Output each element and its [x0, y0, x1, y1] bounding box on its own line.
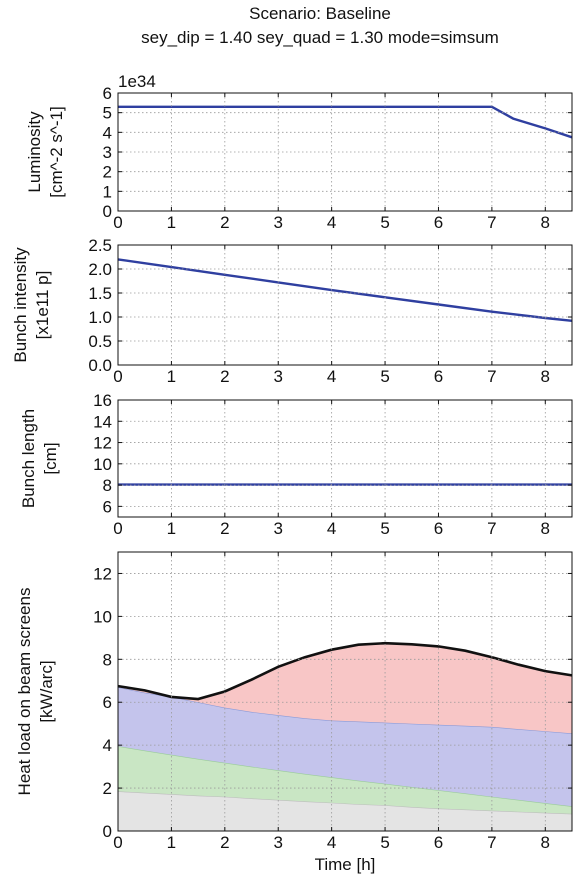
y-offset-text: 1e34 — [118, 72, 156, 91]
y-tick-label: 0 — [103, 822, 112, 841]
y-tick-label: 8 — [103, 650, 112, 669]
x-tick-label: 6 — [434, 519, 443, 538]
x-tick-label: 8 — [541, 213, 550, 232]
y-axis-label: Luminosity — [25, 111, 44, 193]
plot-frame — [117, 399, 573, 518]
x-tick-label: 3 — [274, 833, 283, 852]
x-tick-label: 6 — [434, 213, 443, 232]
area-band-green — [118, 746, 572, 814]
x-tick-label: 4 — [327, 833, 336, 852]
x-tick-label: 8 — [541, 519, 550, 538]
y-axis-label: Bunch length — [19, 409, 38, 508]
x-tick-label: 3 — [274, 213, 283, 232]
total-heat-load-line — [117, 641, 573, 701]
x-tick-label: 0 — [113, 833, 122, 852]
area-band-red — [118, 643, 572, 734]
x-tick-label: 1 — [167, 367, 176, 386]
y-tick-label: 5 — [103, 104, 112, 123]
figure-title-line2: sey_dip = 1.40 sey_quad = 1.30 mode=sims… — [141, 28, 499, 47]
y-tick-label: 0.0 — [88, 356, 112, 375]
x-tick-label: 4 — [327, 213, 336, 232]
x-tick-label: 2 — [220, 519, 229, 538]
y-tick-label: 2 — [103, 779, 112, 798]
x-tick-label: 1 — [167, 213, 176, 232]
x-axis-label: Time [h] — [315, 855, 376, 874]
x-tick-label: 7 — [487, 833, 496, 852]
x-tick-label: 5 — [380, 213, 389, 232]
y-tick-label: 12 — [93, 564, 112, 583]
y-tick-label: 0 — [103, 202, 112, 221]
x-tick-label: 0 — [113, 367, 122, 386]
x-tick-label: 1 — [167, 833, 176, 852]
x-tick-label: 7 — [487, 367, 496, 386]
y-tick-label: 10 — [93, 455, 112, 474]
panel-2: 0 1 2 3 4 5 6 7 8 0.0 0.5 1.0 1.5 2.0 2.5 Bunch intensi… — [11, 236, 573, 386]
y-tick-label: 14 — [93, 412, 112, 431]
area-band-gray — [118, 791, 572, 831]
y-axis-label: [x1e11 p] — [33, 271, 52, 340]
y-tick-label: 8 — [103, 476, 112, 495]
y-tick-label: 12 — [93, 434, 112, 453]
x-tick-label: 5 — [380, 367, 389, 386]
x-tick-label: 0 — [113, 519, 122, 538]
x-tick-label: 2 — [220, 833, 229, 852]
y-tick-label: 0.5 — [88, 332, 112, 351]
y-tick-label: 2 — [103, 163, 112, 182]
figure-title-line1: Scenario: Baseline — [249, 4, 391, 23]
x-tick-label: 2 — [220, 367, 229, 386]
x-tick-label: 0 — [113, 213, 122, 232]
x-tick-label: 5 — [380, 519, 389, 538]
y-tick-label: 3 — [103, 143, 112, 162]
y-tick-label: 1 — [103, 182, 112, 201]
data-line-1 — [117, 258, 573, 322]
x-tick-label: 7 — [487, 213, 496, 232]
y-tick-label: 4 — [103, 123, 112, 142]
x-tick-label: 4 — [327, 519, 336, 538]
x-tick-label: 3 — [274, 367, 283, 386]
y-tick-label: 6 — [103, 497, 112, 516]
x-tick-label: 4 — [327, 367, 336, 386]
area-band-blue — [118, 687, 572, 807]
y-axis-label: [cm^-2 s^-1] — [47, 106, 66, 198]
y-tick-label: 1.0 — [88, 308, 112, 327]
plot-frame — [117, 244, 573, 366]
y-axis-label: Heat load on beam screens — [15, 588, 34, 796]
y-axis-label: Bunch intensity — [11, 247, 30, 363]
x-tick-label: 8 — [541, 833, 550, 852]
data-line-1 — [118, 105, 573, 139]
x-tick-label: 1 — [167, 519, 176, 538]
x-tick-label: 7 — [487, 519, 496, 538]
y-tick-label: 6 — [103, 84, 112, 103]
x-tick-label: 6 — [434, 833, 443, 852]
y-tick-label: 10 — [93, 607, 112, 626]
y-axis-label: [cm] — [41, 442, 60, 474]
x-tick-label: 3 — [274, 519, 283, 538]
x-tick-label: 8 — [541, 367, 550, 386]
y-tick-label: 1.5 — [88, 284, 112, 303]
plot-frame — [117, 551, 573, 832]
y-tick-label: 2.0 — [88, 260, 112, 279]
y-axis-label: [kW/arc] — [37, 660, 56, 722]
x-tick-label: 6 — [434, 367, 443, 386]
y-tick-label: 2.5 — [88, 236, 112, 255]
y-tick-label: 16 — [93, 391, 112, 410]
y-tick-label: 6 — [103, 693, 112, 712]
y-tick-label: 4 — [103, 736, 112, 755]
x-tick-label: 5 — [380, 833, 389, 852]
x-tick-label: 2 — [220, 213, 229, 232]
